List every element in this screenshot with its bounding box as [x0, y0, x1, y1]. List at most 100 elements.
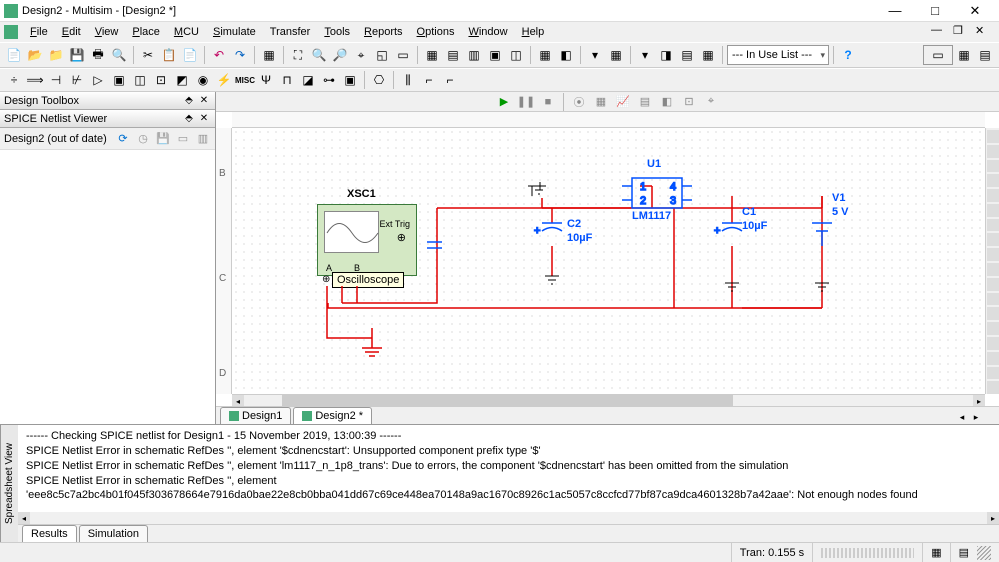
log-tab-simulation[interactable]: Simulation [79, 525, 148, 542]
sim-a-icon[interactable]: ⦿ [569, 93, 589, 111]
h-scrollbar[interactable]: ◂ ▸ [232, 394, 985, 406]
inst-11[interactable] [987, 278, 999, 291]
open-icon[interactable]: 📂 [25, 45, 45, 65]
pause-button[interactable]: ❚❚ [516, 93, 536, 111]
scroll-right-icon[interactable]: ▸ [987, 512, 999, 524]
menu-help[interactable]: Help [516, 24, 551, 40]
tb-x2[interactable]: ◨ [656, 45, 676, 65]
sim-g-icon[interactable]: ⌖ [701, 93, 721, 111]
open2-icon[interactable]: 📁 [46, 45, 66, 65]
tb-r1[interactable]: ▭ [923, 45, 953, 65]
inst-16[interactable] [987, 352, 999, 365]
zoom-in-icon[interactable]: 🔍 [309, 45, 329, 65]
menu-file[interactable]: File [24, 24, 54, 40]
sim-f-icon[interactable]: ⊡ [679, 93, 699, 111]
place-rf-icon[interactable]: Ψ [256, 70, 276, 90]
inst-13[interactable] [987, 307, 999, 320]
inst-2[interactable] [987, 145, 999, 158]
place-basic-icon[interactable]: ⟹ [25, 70, 45, 90]
place-transistor-icon[interactable]: ⊬ [67, 70, 87, 90]
inst-1[interactable] [987, 130, 999, 143]
junction-icon[interactable]: ⌐ [419, 70, 439, 90]
nb2-icon[interactable]: ◷ [135, 131, 151, 147]
refresh-icon[interactable]: ⟳ [115, 131, 131, 147]
netlist-item-label[interactable]: Design2 (out of date) [4, 133, 111, 145]
log-h-scrollbar[interactable]: ◂ ▸ [18, 512, 999, 524]
stop-button[interactable]: ■ [538, 93, 558, 111]
zoom-sheet-icon[interactable]: ▭ [393, 45, 413, 65]
tb-cal1-icon[interactable]: ▾ [585, 45, 605, 65]
undo-icon[interactable]: ↶ [209, 45, 229, 65]
tb-r3[interactable]: ▤ [975, 45, 995, 65]
tb-grid4[interactable]: ▣ [485, 45, 505, 65]
zoom-out-icon[interactable]: 🔎 [330, 45, 350, 65]
tb-x1[interactable]: ▾ [635, 45, 655, 65]
tb-x3[interactable]: ▤ [677, 45, 697, 65]
menu-edit[interactable]: Edit [56, 24, 87, 40]
place-diode-icon[interactable]: ⊣ [46, 70, 66, 90]
panel-close-icon[interactable]: ✕ [197, 94, 211, 108]
place-ni-icon[interactable]: ◪ [298, 70, 318, 90]
tb-chart2[interactable]: ◧ [556, 45, 576, 65]
bus-icon[interactable]: ⫼ [398, 70, 418, 90]
nb5-icon[interactable]: ▥ [195, 131, 211, 147]
place-electromech-icon[interactable]: ⊓ [277, 70, 297, 90]
sim-c-icon[interactable]: 📈 [613, 93, 633, 111]
schematic-canvas[interactable]: XSC1 Ext Trig ⊕ A B ⊕ ⊕ Oscilloscope [232, 128, 985, 394]
place-source-icon[interactable]: ÷ [4, 70, 24, 90]
sim-e-icon[interactable]: ◧ [657, 93, 677, 111]
tb-grid3[interactable]: ▥ [464, 45, 484, 65]
inst-6[interactable] [987, 204, 999, 217]
inst-5[interactable] [987, 189, 999, 202]
inst-7[interactable] [987, 219, 999, 232]
inst-14[interactable] [987, 322, 999, 335]
wire-icon[interactable]: ⌐ [440, 70, 460, 90]
inst-9[interactable] [987, 248, 999, 261]
sim-b-icon[interactable]: ▦ [591, 93, 611, 111]
place-cmos-icon[interactable]: ◫ [130, 70, 150, 90]
menu-simulate[interactable]: Simulate [207, 24, 262, 40]
tb-chart1[interactable]: ▦ [535, 45, 555, 65]
nb4-icon[interactable]: ▭ [175, 131, 191, 147]
cut-icon[interactable]: ✂ [138, 45, 158, 65]
inuse-dropdown[interactable]: --- In Use List --- [727, 45, 829, 65]
inst-3[interactable] [987, 160, 999, 173]
close-button[interactable]: ✕ [955, 1, 995, 21]
menu-view[interactable]: View [89, 24, 125, 40]
scroll-thumb[interactable] [282, 395, 734, 406]
hierarchy-icon[interactable]: ⎔ [369, 70, 389, 90]
menu-transfer[interactable]: Transfer [264, 24, 317, 40]
run-button[interactable]: ▶ [494, 93, 514, 111]
inst-4[interactable] [987, 174, 999, 187]
copy-icon[interactable]: 📋 [159, 45, 179, 65]
tab-next-icon[interactable]: ▸ [969, 410, 983, 424]
place-connector-icon[interactable]: ⊶ [319, 70, 339, 90]
place-mcu-icon[interactable]: ▣ [340, 70, 360, 90]
mdi-minimize-button[interactable]: — [931, 24, 951, 40]
place-power-icon[interactable]: ⚡ [214, 70, 234, 90]
pin-icon[interactable]: ⬘ [182, 94, 196, 108]
print-icon[interactable]: 🖶 [88, 45, 108, 65]
scroll-left-icon[interactable]: ◂ [18, 512, 30, 524]
place-indicator-icon[interactable]: ◉ [193, 70, 213, 90]
inst-8[interactable] [987, 233, 999, 246]
zoom-area-icon[interactable]: ⌖ [351, 45, 371, 65]
oscilloscope[interactable]: Ext Trig ⊕ A B ⊕ ⊕ [317, 204, 417, 276]
place-ttl-icon[interactable]: ▣ [109, 70, 129, 90]
redo-icon[interactable]: ↷ [230, 45, 250, 65]
preview-icon[interactable]: 🔍 [109, 45, 129, 65]
tb-a[interactable]: ▦ [259, 45, 279, 65]
place-mixed-icon[interactable]: ◩ [172, 70, 192, 90]
log-output[interactable]: ------ Checking SPICE netlist for Design… [18, 425, 999, 512]
nb3-icon[interactable]: 💾 [155, 131, 171, 147]
menu-tools[interactable]: Tools [318, 24, 356, 40]
inst-17[interactable] [987, 367, 999, 380]
menu-mcu[interactable]: MCU [168, 24, 205, 40]
tb-grid1[interactable]: ▦ [422, 45, 442, 65]
menu-options[interactable]: Options [411, 24, 461, 40]
log-tab-results[interactable]: Results [22, 525, 77, 542]
inst-10[interactable] [987, 263, 999, 276]
tab-design2[interactable]: Design2 * [293, 407, 372, 424]
spreadsheet-view-tab[interactable]: Spreadsheet View [0, 425, 18, 542]
mdi-close-button[interactable]: ✕ [975, 24, 995, 40]
